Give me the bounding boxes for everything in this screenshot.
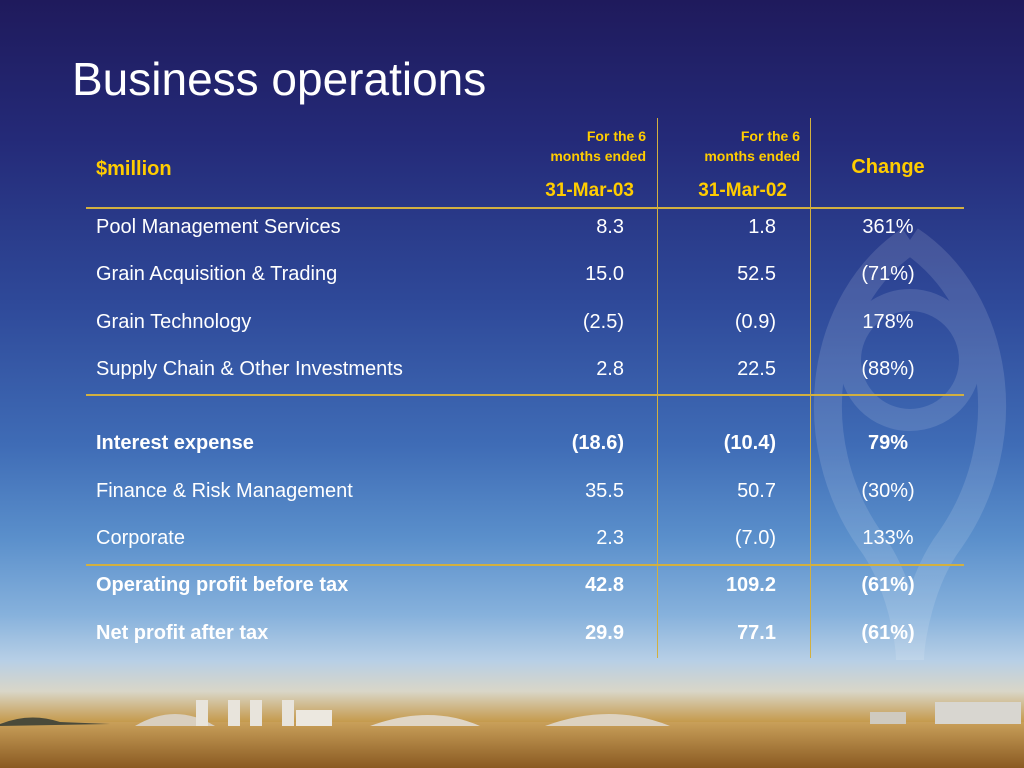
col2-period-note-line2: months ended bbox=[704, 148, 800, 164]
row-value-2002: 77.1 bbox=[737, 622, 776, 644]
col2-period-note-line1: For the 6 bbox=[740, 128, 800, 144]
col2-period-note: For the 6 months ended bbox=[660, 126, 800, 166]
row-value-2003: 2.3 bbox=[596, 527, 624, 549]
row-change: (61%) bbox=[861, 622, 915, 644]
row-change: 133% bbox=[862, 527, 914, 549]
table-row: Corporate 2.3 (7.0) 133% bbox=[0, 527, 1024, 557]
row-label: Net profit after tax bbox=[96, 622, 269, 644]
column-divider-1 bbox=[657, 118, 658, 658]
table-row: Operating profit before tax 42.8 109.2 (… bbox=[0, 574, 1024, 604]
row-change: (71%) bbox=[861, 263, 915, 285]
table-row: Pool Management Services 8.3 1.8 361% bbox=[0, 216, 1024, 246]
col1-period-note-line2: months ended bbox=[550, 148, 646, 164]
row-value-2002: (7.0) bbox=[734, 527, 776, 549]
totals-rule bbox=[86, 564, 964, 566]
row-label: Operating profit before tax bbox=[96, 574, 349, 596]
table-row: Grain Technology (2.5) (0.9) 178% bbox=[0, 311, 1024, 341]
row-label: Finance & Risk Management bbox=[96, 480, 353, 502]
row-change: (30%) bbox=[861, 480, 915, 502]
grain-terminal-landscape bbox=[0, 700, 1024, 768]
row-value-2002: 1.8 bbox=[748, 216, 776, 238]
column-divider-2 bbox=[810, 118, 811, 658]
row-value-2002: (10.4) bbox=[723, 432, 776, 454]
row-change: 361% bbox=[862, 216, 914, 238]
table-row: Net profit after tax 29.9 77.1 (61%) bbox=[0, 622, 1024, 652]
row-label: Interest expense bbox=[96, 432, 254, 454]
slide-title: Business operations bbox=[72, 53, 487, 105]
row-label: Corporate bbox=[96, 527, 185, 549]
col1-period-note: For the 6 months ended bbox=[506, 126, 646, 166]
header-rule bbox=[86, 207, 964, 209]
row-label: Grain Acquisition & Trading bbox=[96, 263, 338, 285]
row-change: (88%) bbox=[861, 358, 915, 380]
row-value-2003: 29.9 bbox=[585, 622, 624, 644]
section-rule bbox=[86, 394, 964, 396]
row-value-2002: 50.7 bbox=[737, 480, 776, 502]
row-change: 79% bbox=[867, 432, 909, 454]
row-value-2003: 2.8 bbox=[596, 358, 624, 380]
header-change: Change bbox=[851, 156, 925, 178]
row-value-2002: (0.9) bbox=[734, 311, 776, 333]
col2-date: 31-Mar-02 bbox=[698, 180, 787, 201]
table-row: Interest expense (18.6) (10.4) 79% bbox=[0, 432, 1024, 462]
row-value-2002: 52.5 bbox=[737, 263, 776, 285]
row-label: Pool Management Services bbox=[96, 216, 341, 238]
row-value-2002: 109.2 bbox=[725, 574, 776, 596]
row-value-2003: 42.8 bbox=[585, 574, 624, 596]
row-label: Grain Technology bbox=[96, 311, 252, 333]
col1-period-note-line1: For the 6 bbox=[586, 128, 646, 144]
row-value-2003: 8.3 bbox=[596, 216, 624, 238]
row-change: (61%) bbox=[861, 574, 915, 596]
row-value-2003: 35.5 bbox=[585, 480, 624, 502]
row-change: 178% bbox=[862, 311, 914, 333]
row-value-2003: 15.0 bbox=[585, 263, 624, 285]
table-row: Supply Chain & Other Investments 2.8 22.… bbox=[0, 358, 1024, 388]
row-value-2003: (18.6) bbox=[571, 432, 624, 454]
table-row: Finance & Risk Management 35.5 50.7 (30%… bbox=[0, 480, 1024, 510]
company-emblem-watermark bbox=[813, 228, 1007, 661]
col1-date: 31-Mar-03 bbox=[545, 180, 634, 201]
row-label: Supply Chain & Other Investments bbox=[96, 358, 403, 380]
header-units-label: $million bbox=[96, 158, 172, 180]
table-row: Grain Acquisition & Trading 15.0 52.5 (7… bbox=[0, 263, 1024, 293]
row-value-2003: (2.5) bbox=[582, 311, 624, 333]
row-value-2002: 22.5 bbox=[737, 358, 776, 380]
